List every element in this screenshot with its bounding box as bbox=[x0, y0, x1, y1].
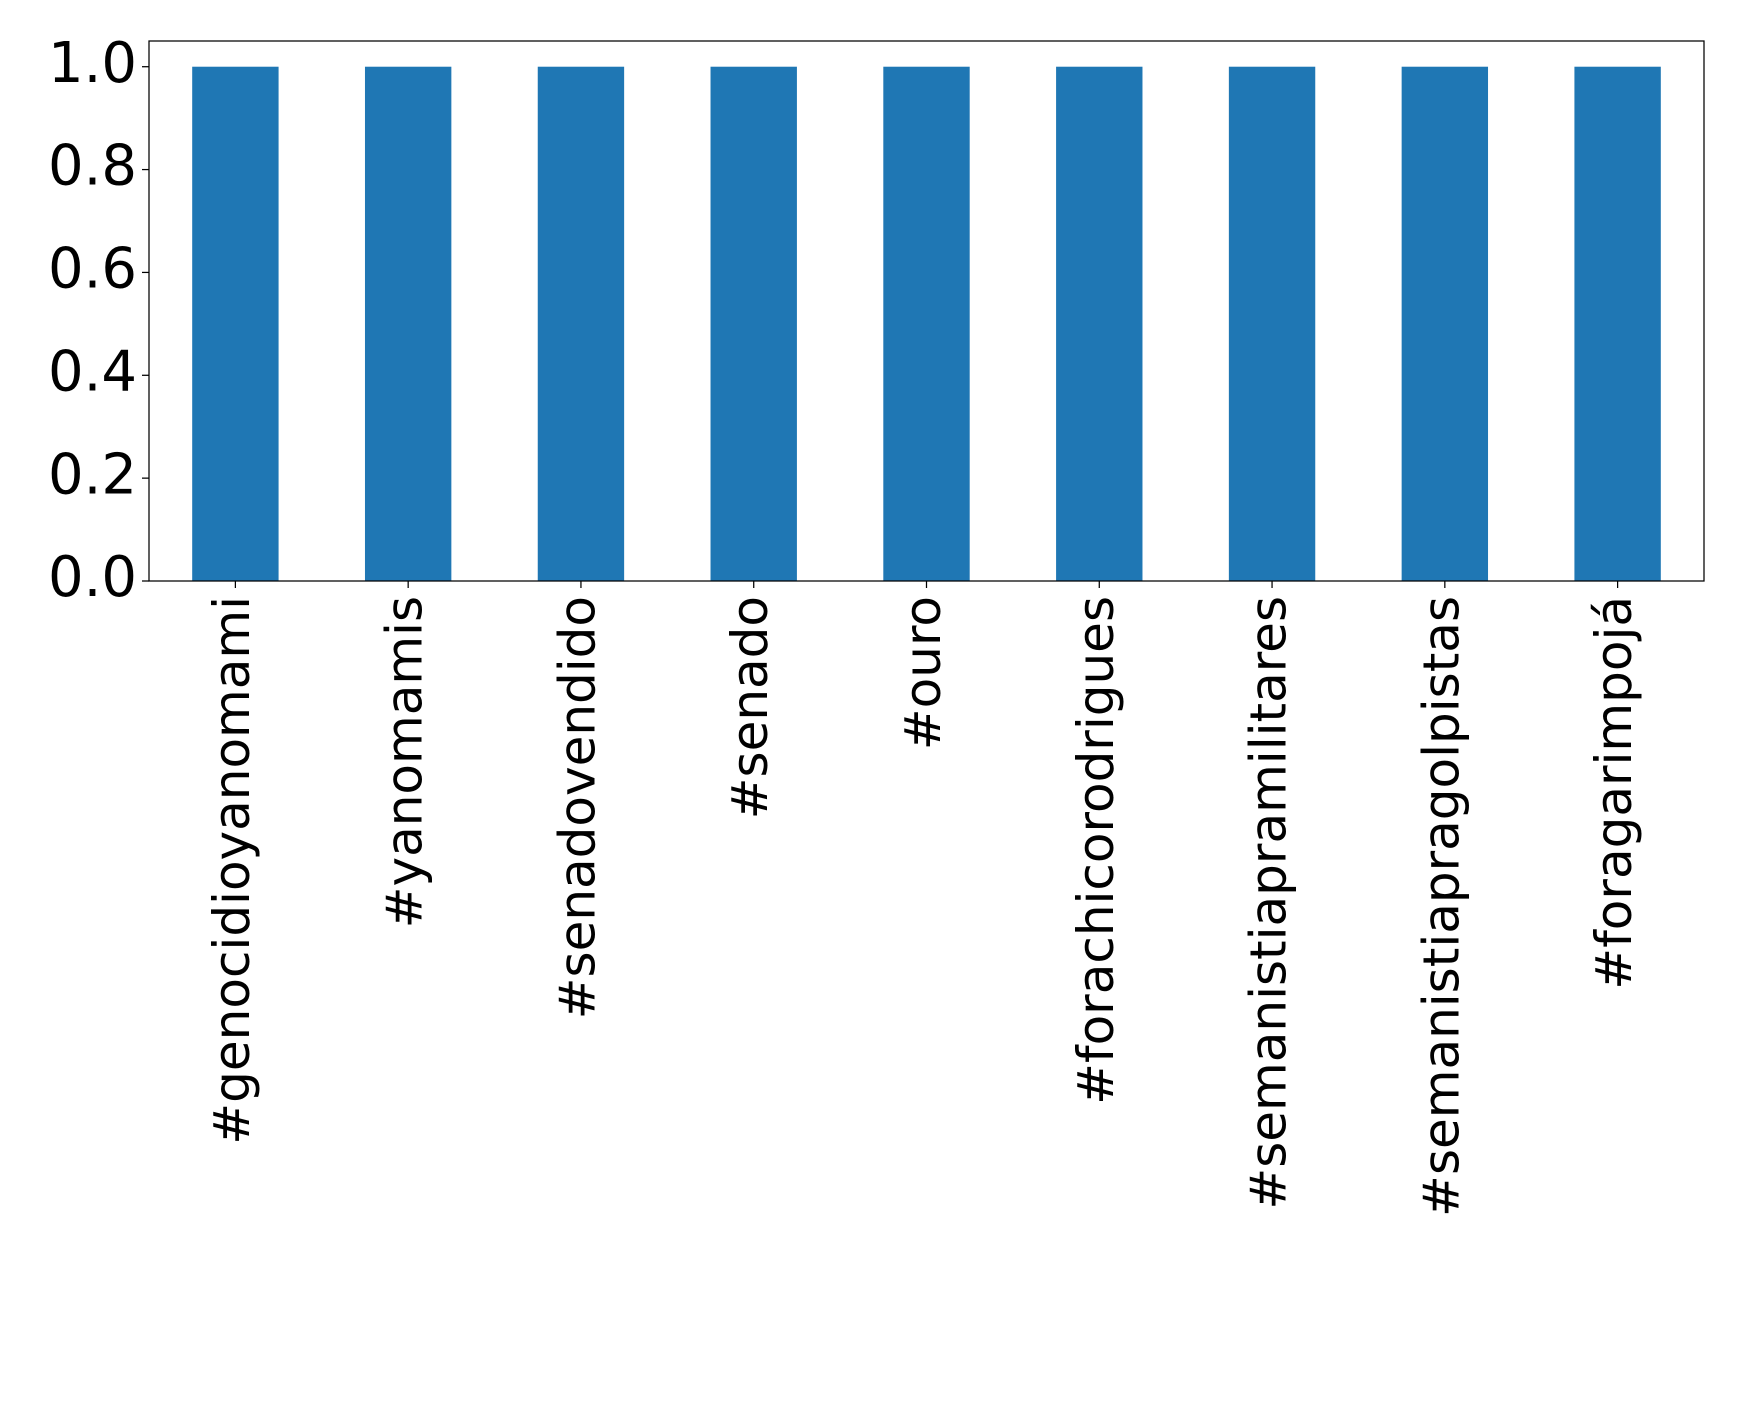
bar-8 bbox=[1574, 66, 1661, 581]
y-tick-label: 0.4 bbox=[48, 339, 137, 404]
y-tick-label: 0.8 bbox=[48, 134, 137, 199]
bar-5 bbox=[1056, 66, 1143, 581]
x-tick-label: #senadovendido bbox=[548, 596, 606, 1019]
y-tick-label: 1.0 bbox=[48, 31, 137, 96]
x-tick-label: #semanistiapragolpistas bbox=[1412, 596, 1470, 1217]
bar-1 bbox=[364, 66, 452, 581]
y-tick-label: 0.6 bbox=[48, 237, 137, 302]
y-tick-label: 0.2 bbox=[48, 442, 137, 507]
bar-3 bbox=[710, 66, 797, 581]
x-tick-label: #foragarimpojá bbox=[1585, 596, 1643, 990]
bars-group bbox=[192, 66, 1661, 581]
x-tick-label: #forachicorodrigues bbox=[1067, 596, 1125, 1105]
y-tick-label: 0.0 bbox=[48, 545, 137, 610]
bar-2 bbox=[537, 66, 625, 581]
x-axis: #genocidioyanomami #yanomamis #senadovendi… bbox=[203, 581, 1643, 1217]
x-tick-label: #senado bbox=[721, 596, 779, 819]
bar-4 bbox=[883, 66, 970, 581]
x-tick-label: #semanistiapramilitares bbox=[1240, 596, 1298, 1210]
bar-0 bbox=[192, 66, 279, 581]
y-axis: 0.0 0.2 0.4 0.6 0.8 1.0 bbox=[48, 31, 149, 610]
bar-7 bbox=[1401, 66, 1489, 581]
x-tick-label: #genocidioyanomami bbox=[203, 596, 261, 1145]
bar-6 bbox=[1228, 66, 1316, 581]
x-tick-label: #yanomamis bbox=[376, 596, 434, 928]
x-tick-label: #ouro bbox=[894, 596, 952, 750]
